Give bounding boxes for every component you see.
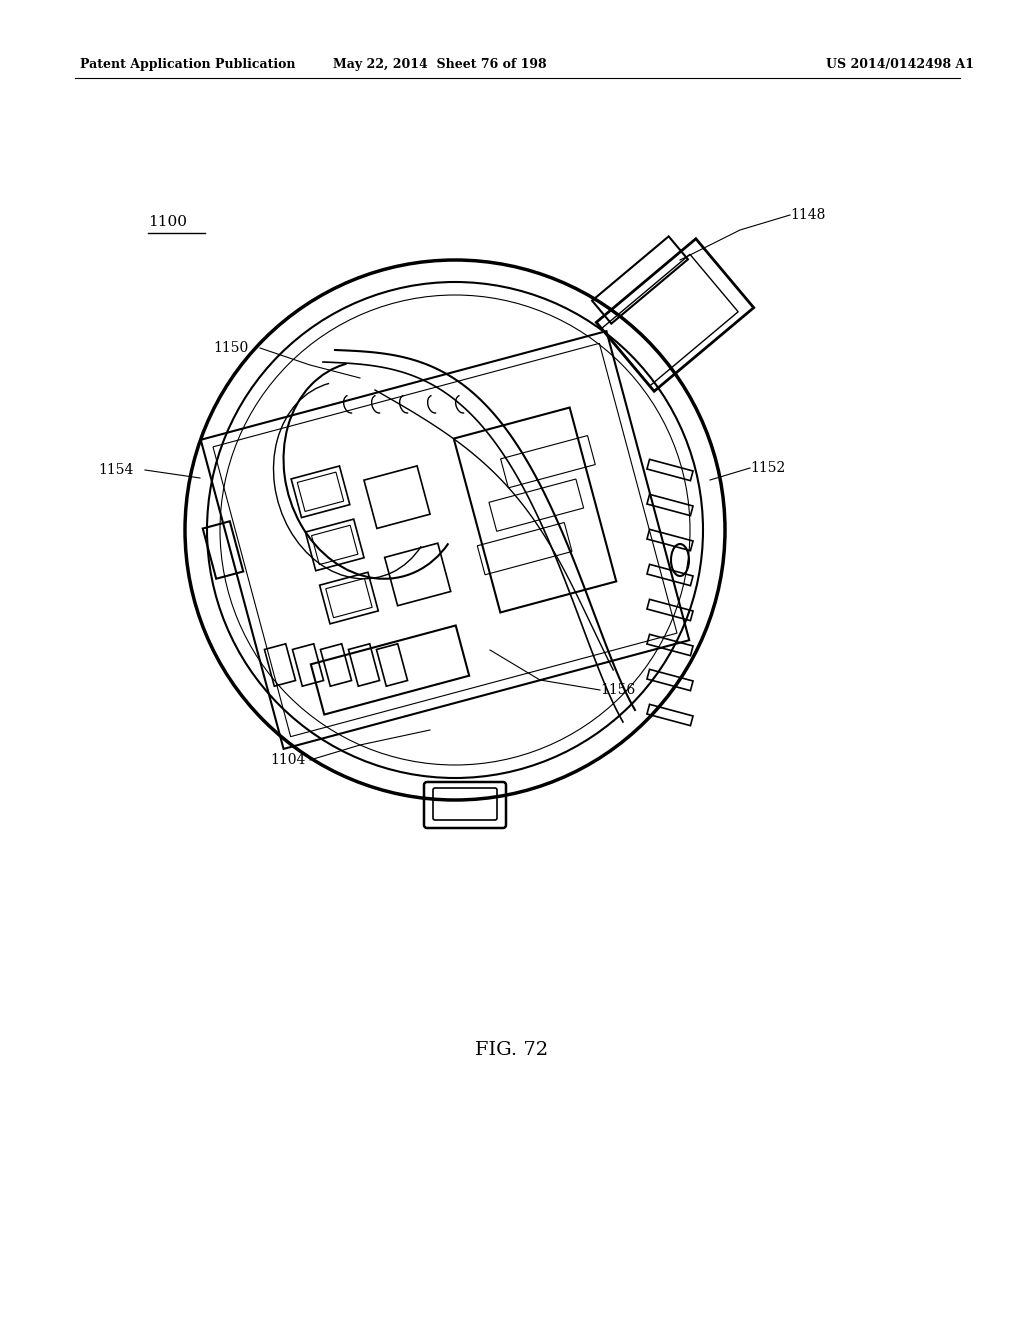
Text: 1148: 1148: [790, 209, 825, 222]
Text: 1150: 1150: [213, 341, 248, 355]
Text: 1152: 1152: [750, 461, 785, 475]
Text: Patent Application Publication: Patent Application Publication: [80, 58, 296, 71]
Text: 1104: 1104: [270, 752, 305, 767]
Text: 1154: 1154: [98, 463, 133, 477]
Text: 1100: 1100: [148, 215, 187, 228]
Text: May 22, 2014  Sheet 76 of 198: May 22, 2014 Sheet 76 of 198: [333, 58, 547, 71]
Text: 1156: 1156: [600, 682, 635, 697]
Text: US 2014/0142498 A1: US 2014/0142498 A1: [826, 58, 974, 71]
Text: FIG. 72: FIG. 72: [475, 1041, 549, 1059]
